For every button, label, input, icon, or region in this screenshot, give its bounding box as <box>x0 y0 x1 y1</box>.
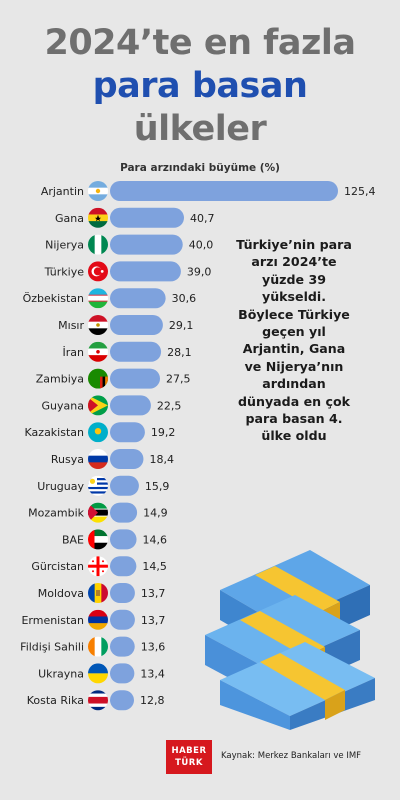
uruguay-flag-icon <box>88 475 108 496</box>
category-label: Kazakistan <box>25 426 84 439</box>
category-label: Gana <box>55 212 84 225</box>
category-label: Uruguay <box>37 480 84 493</box>
turkey-note-text: Türkiye’nin para arzı 2024’te yüzde 39 y… <box>236 237 352 444</box>
ghana-flag-icon <box>88 207 108 228</box>
iran-flag-icon <box>88 341 108 362</box>
ukraine-flag-icon <box>88 663 108 684</box>
bar-9 <box>110 395 151 416</box>
value-label: 39,0 <box>187 265 212 278</box>
value-label: 14,9 <box>143 507 168 520</box>
haberturk-logo: HABER TÜRK <box>166 740 212 774</box>
value-label: 13,7 <box>141 614 166 627</box>
category-label: Fildişi Sahili <box>20 641 84 654</box>
value-label: 13,6 <box>141 641 166 654</box>
category-label: Mozambik <box>28 507 84 520</box>
value-label: 27,5 <box>166 373 191 386</box>
moldova-flag-icon <box>88 583 108 603</box>
category-label: Mısır <box>58 319 84 332</box>
logo-line-2: TÜRK <box>175 758 203 768</box>
category-label: İran <box>63 346 85 359</box>
category-label: Arjantin <box>41 185 84 198</box>
ivory-coast-flag-icon <box>88 636 108 657</box>
bar-10 <box>110 422 145 443</box>
source-text: Kaynak: Merkez Bankaları ve IMF <box>221 751 362 761</box>
turkey-flag-icon <box>88 261 108 282</box>
category-label: Özbekistan <box>23 292 84 305</box>
georgia-flag-icon <box>88 556 108 577</box>
bar-11 <box>110 449 144 469</box>
bar-14 <box>110 529 137 550</box>
nigeria-flag-icon <box>88 234 108 255</box>
value-label: 125,4 <box>344 185 376 198</box>
value-label: 30,6 <box>172 292 197 305</box>
mozambique-flag-icon <box>88 502 108 523</box>
armenia-flag-icon <box>88 609 108 630</box>
value-label: 40,7 <box>190 212 215 225</box>
value-label: 14,6 <box>143 533 168 546</box>
bar-19 <box>110 663 135 684</box>
value-label: 13,7 <box>141 587 166 600</box>
title-line-2: para basan <box>92 66 308 106</box>
value-label: 29,1 <box>169 319 194 332</box>
bar-8 <box>110 368 160 389</box>
category-label: Guyana <box>42 399 84 412</box>
category-label: Gürcistan <box>31 560 84 573</box>
chart-title: Para arzındaki büyüme (%) <box>120 162 280 174</box>
value-label: 40,0 <box>189 239 214 252</box>
value-label: 12,8 <box>140 694 165 707</box>
bar-6 <box>110 315 163 335</box>
russia-flag-icon <box>88 449 108 469</box>
bar-17 <box>110 609 135 630</box>
bar-3 <box>110 234 183 255</box>
category-label: Rusya <box>51 453 84 466</box>
value-label: 19,2 <box>151 426 176 439</box>
bar-1 <box>110 181 338 201</box>
value-label: 22,5 <box>157 399 182 412</box>
title-line-3: ülkeler <box>133 109 267 149</box>
category-label: Nijerya <box>45 239 84 252</box>
value-label: 15,9 <box>145 480 170 493</box>
category-label: BAE <box>62 533 84 546</box>
bar-7 <box>110 341 162 362</box>
guyana-flag-icon <box>88 395 108 416</box>
uae-flag-icon <box>88 529 108 550</box>
category-label: Moldova <box>38 587 84 600</box>
bar-16 <box>110 583 135 603</box>
logo-line-1: HABER <box>171 746 207 756</box>
bar-20 <box>110 690 134 711</box>
category-label: Zambiya <box>36 373 84 386</box>
bar-12 <box>110 475 139 496</box>
argentina-flag-icon <box>88 181 108 201</box>
category-label: Ermenistan <box>21 614 84 627</box>
bar-15 <box>110 556 137 577</box>
bar-18 <box>110 636 135 657</box>
bar-chart: Arjantin 125,4 Gana 40,7 Nijerya 40,0 Türkiye 3… <box>20 181 376 711</box>
bar-2 <box>110 207 184 228</box>
kazakhstan-flag-icon <box>88 422 108 443</box>
category-label: Ukrayna <box>38 667 84 680</box>
category-label: Kosta Rika <box>27 694 84 707</box>
money-stack-icon <box>205 550 375 730</box>
uzbekistan-flag-icon <box>88 288 108 309</box>
egypt-flag-icon <box>88 315 108 335</box>
money-stack-illustration <box>205 550 375 730</box>
value-label: 13,4 <box>140 667 165 680</box>
zambia-flag-icon <box>88 368 108 389</box>
costa-rica-flag-icon <box>88 690 108 711</box>
value-label: 14,5 <box>142 560 167 573</box>
bar-5 <box>110 288 166 309</box>
value-label: 28,1 <box>167 346 192 359</box>
category-label: Türkiye <box>44 265 85 278</box>
bar-4 <box>110 261 181 282</box>
bar-13 <box>110 502 138 523</box>
value-label: 18,4 <box>149 453 174 466</box>
title-line-1: 2024’te en fazla <box>44 23 356 63</box>
